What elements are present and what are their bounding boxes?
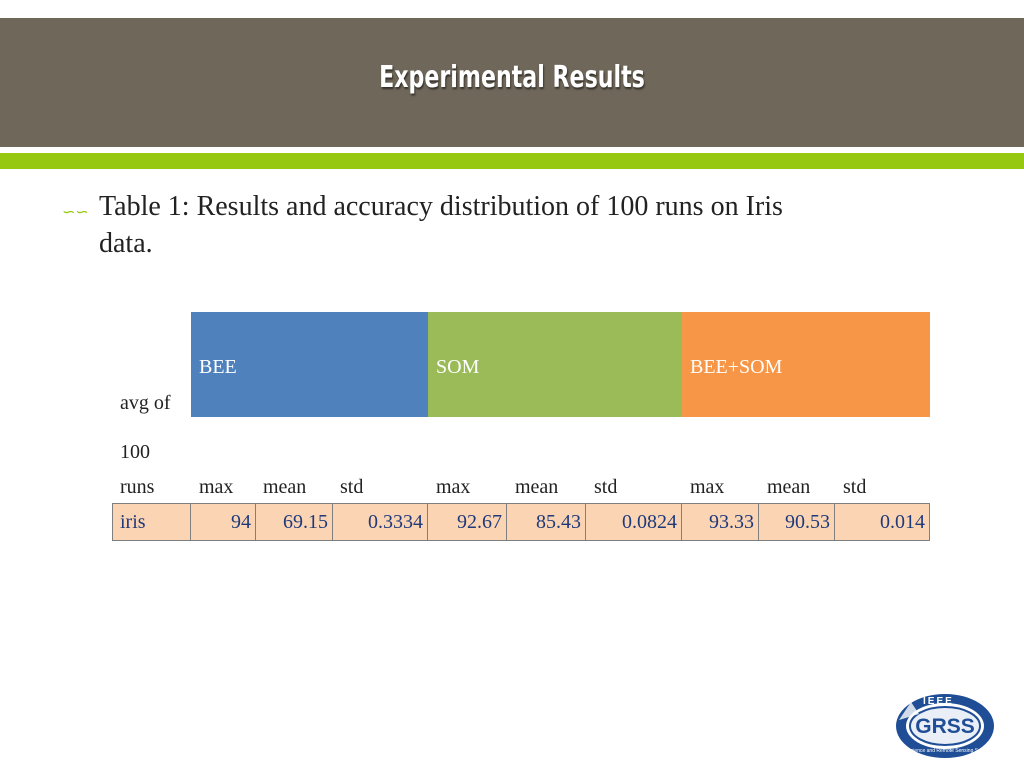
- table-cell: 92.67: [428, 504, 507, 540]
- group-label-bee: BEE: [199, 356, 237, 378]
- sub-header-bee-som-mean: mean: [767, 476, 811, 498]
- svg-text:IEEE: IEEE: [923, 696, 954, 707]
- sub-header-bee-mean: mean: [263, 476, 307, 498]
- sub-header-som-std: std: [594, 476, 618, 498]
- sub-header-bee-max: max: [199, 476, 234, 498]
- row-header-line-1: avg of: [120, 392, 171, 414]
- table-cell: 94: [191, 504, 256, 540]
- title-bar: [0, 18, 1024, 147]
- table-cell: 0.3334: [333, 504, 428, 540]
- table-cell: 93.33: [682, 504, 759, 540]
- group-header-bee: BEE: [191, 312, 428, 417]
- accent-stripe: [0, 153, 1024, 169]
- row-label-cell: iris: [113, 504, 191, 540]
- bullet-text: Table 1: Results and accuracy distributi…: [99, 188, 959, 262]
- sub-header-som-max: max: [436, 476, 471, 498]
- sub-header-bee-std: std: [340, 476, 364, 498]
- table-cell: 0.0824: [586, 504, 682, 540]
- table-cell: 69.15: [256, 504, 333, 540]
- sub-header-bee-som-std: std: [843, 476, 867, 498]
- bullet-text-line-2: data.: [99, 228, 153, 259]
- table-row: iris 94 69.15 0.3334 92.67 85.43 0.0824 …: [112, 503, 930, 541]
- group-label-som: SOM: [436, 356, 480, 378]
- bullet-text-line-1: Table 1: Results and accuracy distributi…: [99, 191, 783, 222]
- row-header-line-3: runs: [120, 476, 155, 498]
- sub-header-som-mean: mean: [515, 476, 559, 498]
- group-label-bee-som: BEE+SOM: [690, 356, 783, 378]
- row-header-line-2: 100: [120, 441, 150, 463]
- table-cell: 0.014: [880, 511, 925, 533]
- group-header-som: SOM: [428, 312, 682, 417]
- sub-header-bee-som-max: max: [690, 476, 725, 498]
- svg-text:Geoscience and Remote Sensing: Geoscience and Remote Sensing Society: [899, 748, 992, 754]
- table-cell: 85.43: [507, 504, 586, 540]
- slide-title: Experimental Results: [379, 60, 645, 95]
- group-header-bee-som: BEE+SOM: [682, 312, 930, 417]
- table-cell: 90.53: [759, 504, 835, 540]
- curl-bullet-icon: ∽∽: [62, 202, 89, 221]
- svg-text:GRSS: GRSS: [915, 715, 975, 738]
- grss-logo: IEEE GRSS Geoscience and Remote Sensing …: [893, 690, 997, 760]
